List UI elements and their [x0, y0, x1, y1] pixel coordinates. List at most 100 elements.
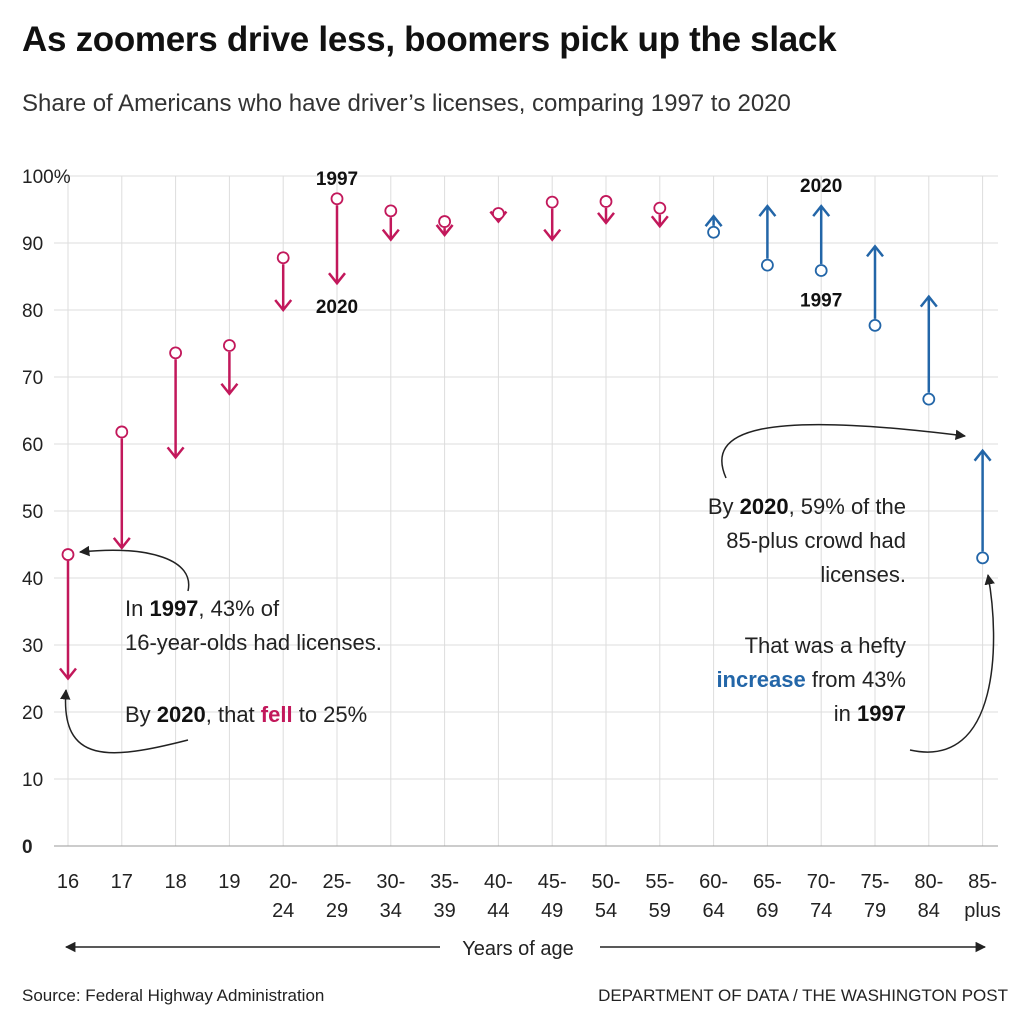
x-tick-label: 79	[864, 900, 886, 922]
y-tick-label: 10	[22, 770, 43, 791]
x-tick-label: 74	[810, 900, 832, 922]
arrow-mark	[704, 214, 723, 239]
x-tick-label: 69	[756, 900, 778, 922]
chart-title: As zoomers drive less, boomers pick up t…	[22, 20, 837, 59]
point-1997	[707, 225, 720, 239]
connector-right-top	[721, 423, 967, 479]
x-tick-label: 17	[111, 871, 133, 893]
point-labels: 1997 2020 2020 1997	[316, 169, 842, 318]
y-tick-label: 70	[22, 368, 43, 389]
arrow-mark	[381, 204, 400, 242]
point-1997	[922, 392, 936, 406]
x-tick-label: 18	[164, 871, 186, 893]
x-tick-label: 30-	[376, 871, 405, 893]
arrow-mark	[597, 195, 615, 225]
arrow-mark	[812, 204, 831, 277]
x-tick-label: 54	[595, 900, 617, 922]
x-tick-label: 24	[272, 900, 294, 922]
y-tick-label: 80	[22, 301, 43, 322]
point-label: 2020	[800, 176, 842, 197]
y-tick-label: 20	[22, 703, 43, 724]
arrow-head	[112, 537, 131, 550]
point-1997	[976, 551, 989, 565]
point-1997	[814, 264, 828, 277]
arrow-chart: 0 10 20 30 40 50 60 70 80 90 100% 16 17 18 19 20- 24 25-…	[22, 167, 1001, 960]
arrow-head	[543, 228, 562, 242]
arrow-head	[381, 228, 400, 242]
y-tick-label: 50	[22, 502, 43, 523]
x-tick-label: 85-	[968, 871, 997, 893]
arrow-mark	[274, 251, 293, 313]
annotation-left-2020: By 2020, that fell to 25%	[125, 702, 368, 727]
arrow-mark	[758, 204, 777, 272]
annotation-right-2020: By 2020, 59% of the 85-plus crowd had li…	[707, 494, 906, 587]
data-marks	[59, 192, 992, 681]
arrow-head	[597, 212, 615, 225]
arrow-mark	[328, 192, 346, 286]
x-tick-label: 55-	[645, 871, 674, 893]
arrow-head	[274, 299, 293, 313]
x-tick-label: 70-	[807, 871, 836, 893]
x-axis-ticks: 16 17 18 19 20- 24 25- 29 30- 34 35- 39 40- 44 45- 49 50…	[57, 871, 1001, 922]
x-axis-title: Years of age	[462, 938, 574, 960]
x-tick-label: 45-	[538, 871, 567, 893]
connector-right-bottom	[909, 573, 995, 753]
point-label: 1997	[316, 169, 358, 190]
arrow-mark	[112, 425, 131, 550]
arrow-mark	[543, 195, 562, 242]
point-label: 1997	[800, 290, 842, 311]
arrow-head	[220, 382, 239, 396]
y-tick-label: 0	[22, 837, 33, 858]
point-label: 2020	[316, 297, 358, 318]
point-1997	[653, 201, 667, 215]
connector-left-bottom	[60, 688, 189, 754]
arrow-head	[328, 272, 346, 286]
arrow-head	[650, 215, 669, 229]
arrow-mark	[435, 215, 454, 237]
annotation-right-1997: That was a hefty increase from 43% in 19…	[716, 633, 906, 726]
arrow-mark	[59, 548, 77, 681]
arrow-head	[166, 446, 185, 460]
point-1997	[384, 204, 398, 218]
point-1997	[438, 215, 452, 228]
y-tick-label: 40	[22, 569, 43, 590]
x-tick-label: 35-	[430, 871, 459, 893]
x-tick-label: 84	[918, 900, 940, 922]
point-1997	[61, 548, 75, 561]
arrow-head	[704, 214, 723, 227]
y-axis-ticks: 0 10 20 30 40 50 60 70 80 90 100%	[22, 167, 71, 858]
x-tick-label: 34	[380, 900, 402, 922]
x-tick-label: 25-	[323, 871, 352, 893]
arrow-mark	[650, 201, 669, 229]
x-tick-label: 65-	[753, 871, 782, 893]
x-tick-label: 16	[57, 871, 79, 893]
arrow-mark	[866, 244, 884, 332]
arrow-mark	[973, 448, 992, 565]
x-tick-label: 44	[487, 900, 509, 922]
x-tick-label: plus	[964, 900, 1001, 922]
arrow-mark	[489, 207, 508, 224]
x-tick-label: 40-	[484, 871, 513, 893]
point-1997	[276, 251, 290, 265]
arrow-head	[435, 224, 454, 237]
annotation-left-1997: In 1997, 43% of 16-year-olds had license…	[125, 596, 382, 655]
connector-left-top	[78, 545, 190, 592]
point-1997	[222, 339, 236, 352]
point-1997	[115, 425, 129, 439]
grid-lines	[54, 175, 998, 847]
chart-subtitle: Share of Americans who have driver’s lic…	[22, 90, 791, 117]
x-tick-label: 49	[541, 900, 563, 922]
publisher-credit: DEPARTMENT OF DATA / THE WASHINGTON POST	[598, 986, 1008, 1005]
point-1997	[761, 258, 774, 272]
arrow-head	[59, 667, 77, 681]
source-note: Source: Federal Highway Administration	[22, 986, 325, 1005]
point-1997	[330, 192, 344, 206]
point-1997	[599, 195, 613, 208]
x-tick-label: 64	[702, 900, 724, 922]
x-tick-label: 19	[218, 871, 240, 893]
x-tick-label: 39	[433, 900, 455, 922]
x-tick-label: 60-	[699, 871, 728, 893]
arrow-head	[973, 448, 992, 462]
x-tick-label: 50-	[592, 871, 621, 893]
point-1997	[169, 346, 183, 360]
